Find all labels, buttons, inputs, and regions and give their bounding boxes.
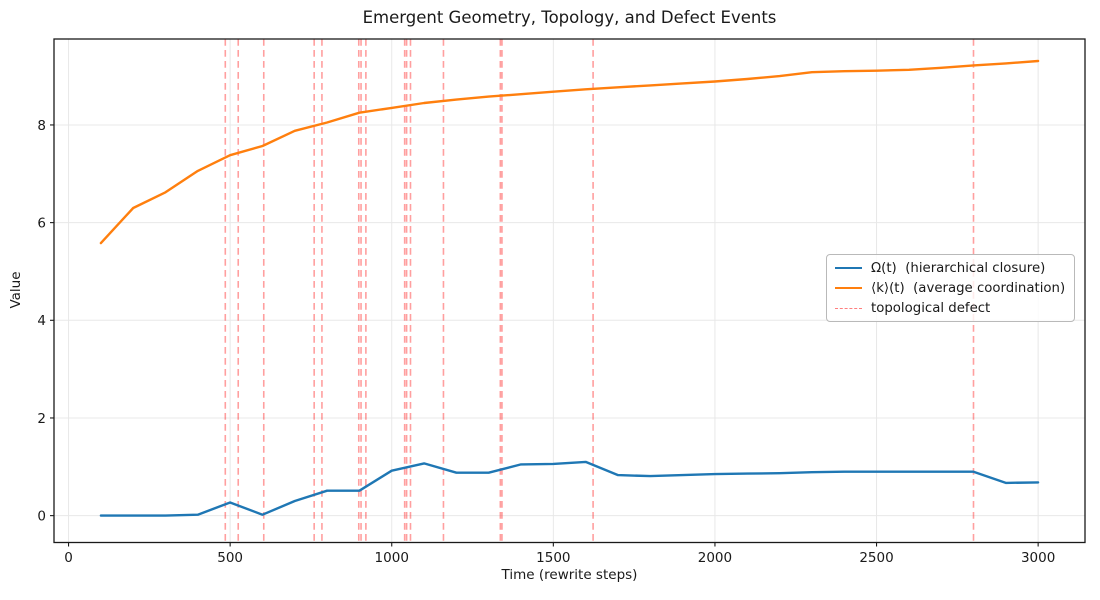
legend: Ω(t) (hierarchical closure) ⟨k⟩(t) (aver… bbox=[826, 254, 1075, 322]
legend-item-omega: Ω(t) (hierarchical closure) bbox=[835, 258, 1066, 278]
legend-label-omega: Ω(t) (hierarchical closure) bbox=[871, 260, 1046, 276]
x-tick-label: 1000 bbox=[375, 550, 409, 566]
plot-frame bbox=[53, 38, 1086, 544]
legend-sample-kavg bbox=[835, 287, 862, 289]
x-tick-label: 500 bbox=[217, 550, 243, 566]
defect-lines bbox=[224, 39, 975, 543]
y-tick-label: 6 bbox=[37, 215, 46, 231]
x-tick-label: 2500 bbox=[859, 550, 893, 566]
x-axis-label: Time (rewrite steps) bbox=[501, 567, 638, 583]
x-tick-label: 3000 bbox=[1021, 550, 1055, 566]
legend-sample-defect bbox=[835, 307, 862, 309]
omega-series-line bbox=[99, 460, 1040, 517]
axis-ticks: 0 500 1000 1500 2000 2500 3000 0 2 4 6 8 bbox=[37, 118, 1055, 566]
legend-label-defect: topological defect bbox=[871, 300, 991, 316]
y-tick-label: 2 bbox=[37, 411, 46, 427]
legend-sample-omega bbox=[835, 267, 862, 269]
y-tick-label: 0 bbox=[37, 508, 46, 524]
y-tick-label: 4 bbox=[37, 313, 46, 329]
x-tick-label: 0 bbox=[64, 550, 73, 566]
y-tick-label: 8 bbox=[37, 118, 46, 134]
x-tick-label: 1500 bbox=[536, 550, 570, 566]
legend-item-defect: topological defect bbox=[835, 298, 1066, 318]
x-tick-label: 2000 bbox=[698, 550, 732, 566]
legend-label-kavg: ⟨k⟩(t) (average coordination) bbox=[871, 280, 1066, 296]
y-axis-label: Value bbox=[8, 271, 24, 309]
kavg-series-line bbox=[99, 59, 1040, 245]
legend-item-kavg: ⟨k⟩(t) (average coordination) bbox=[835, 278, 1066, 298]
chart-title: Emergent Geometry, Topology, and Defect … bbox=[362, 8, 777, 27]
